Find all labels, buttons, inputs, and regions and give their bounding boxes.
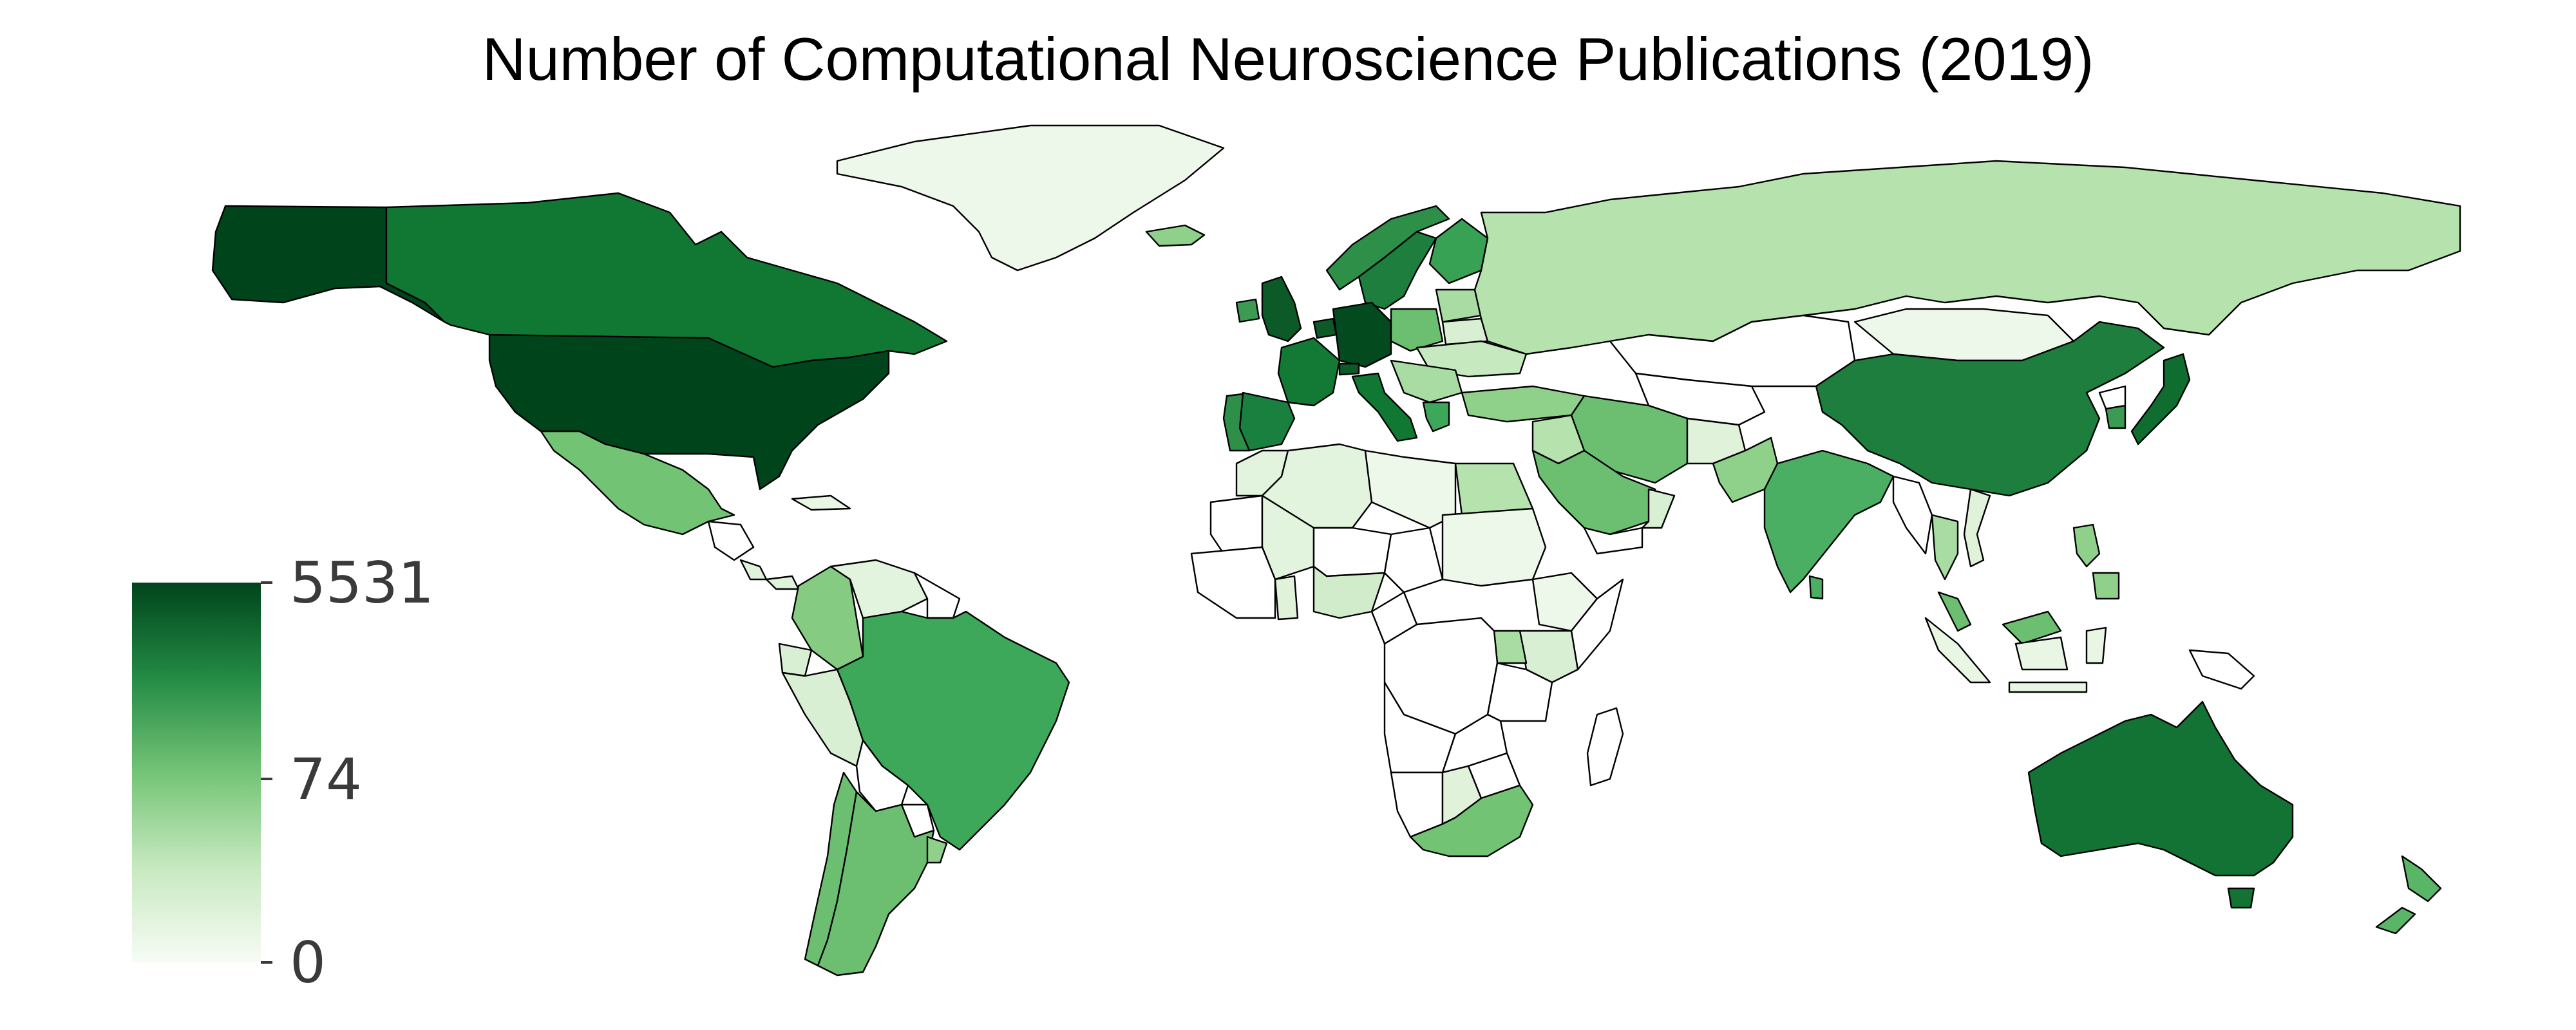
country-australia[interactable] (2027, 700, 2294, 877)
page-title: Number of Computational Neuroscience Pub… (482, 25, 2094, 93)
country-canada[interactable] (385, 192, 948, 368)
country-costa-rica[interactable] (739, 559, 768, 581)
country-south-africa[interactable] (1409, 784, 1534, 857)
country-panama[interactable] (765, 575, 800, 590)
country-mali[interactable] (1261, 494, 1315, 581)
country-finland[interactable] (1428, 218, 1489, 285)
country-baltic-states[interactable] (1435, 288, 1482, 323)
country-portugal[interactable] (1222, 393, 1251, 452)
country-chad[interactable] (1383, 527, 1444, 594)
country-sudan[interactable] (1441, 507, 1547, 587)
country-thailand[interactable] (1931, 514, 1959, 581)
country-france[interactable] (1277, 337, 1341, 407)
country-mauritania[interactable] (1209, 494, 1264, 555)
country-cuba[interactable] (791, 494, 851, 511)
country-sri-lanka[interactable] (1808, 575, 1824, 600)
colorbar-tick-label: 74 (290, 746, 362, 812)
colorbar-tick-label: 0 (290, 930, 326, 996)
colorbar-gradient (132, 583, 261, 962)
country-switzerland[interactable] (1338, 362, 1360, 376)
country-egypt[interactable] (1454, 462, 1534, 516)
country-norway[interactable] (1325, 205, 1450, 291)
country-spain[interactable] (1238, 391, 1296, 452)
country-balkans[interactable] (1390, 359, 1463, 404)
country-tasmania[interactable] (2227, 887, 2255, 909)
country-south-korea[interactable] (2105, 404, 2126, 429)
country-india[interactable] (1763, 449, 1895, 594)
country-iceland[interactable] (1145, 224, 1206, 247)
country-venezuela[interactable] (829, 559, 929, 619)
country-myanmar[interactable] (1892, 475, 1933, 555)
country-italy[interactable] (1351, 372, 1418, 442)
country-mexico[interactable] (540, 430, 735, 536)
country-ecuador[interactable] (778, 642, 813, 677)
country-bolivia[interactable] (855, 739, 909, 812)
country-indonesia[interactable] (1924, 617, 2107, 693)
country-uganda[interactable] (1493, 630, 1528, 664)
country-malaysia[interactable] (1937, 591, 2062, 645)
country-japan[interactable] (2130, 353, 2191, 445)
country-greenland[interactable] (836, 124, 1225, 272)
country-west-africa[interactable] (1190, 546, 1276, 619)
country-guatemala[interactable] (707, 520, 755, 561)
country-ireland[interactable] (1235, 298, 1260, 323)
country-philippines[interactable] (2072, 523, 2120, 600)
country-papua-new-guinea[interactable] (2188, 649, 2255, 690)
country-north-korea[interactable] (2098, 385, 2126, 410)
country-argentina[interactable] (817, 791, 935, 977)
country-ghana[interactable] (1274, 575, 1299, 621)
country-niger[interactable] (1312, 527, 1392, 577)
country-poland[interactable] (1390, 308, 1444, 352)
country-united-states[interactable] (488, 333, 890, 491)
country-vietnam[interactable] (1963, 488, 1991, 568)
countries-layer (211, 124, 2461, 977)
country-china[interactable] (1815, 321, 2165, 497)
country-madagascar[interactable] (1586, 707, 1624, 787)
country-new-zealand[interactable] (2375, 855, 2442, 935)
country-greece[interactable] (1422, 401, 1450, 433)
country-united-kingdom[interactable] (1261, 276, 1302, 342)
colorbar-ticks: 5531 74 0 (261, 550, 434, 996)
colorbar: 5531 74 0 (132, 550, 434, 996)
country-oman[interactable] (1641, 488, 1676, 529)
colorbar-tick-label: 5531 (290, 550, 434, 616)
country-germany[interactable] (1332, 301, 1392, 368)
country-netherlands[interactable] (1312, 317, 1338, 339)
country-uruguay[interactable] (926, 836, 948, 864)
country-yemen[interactable] (1583, 527, 1643, 555)
